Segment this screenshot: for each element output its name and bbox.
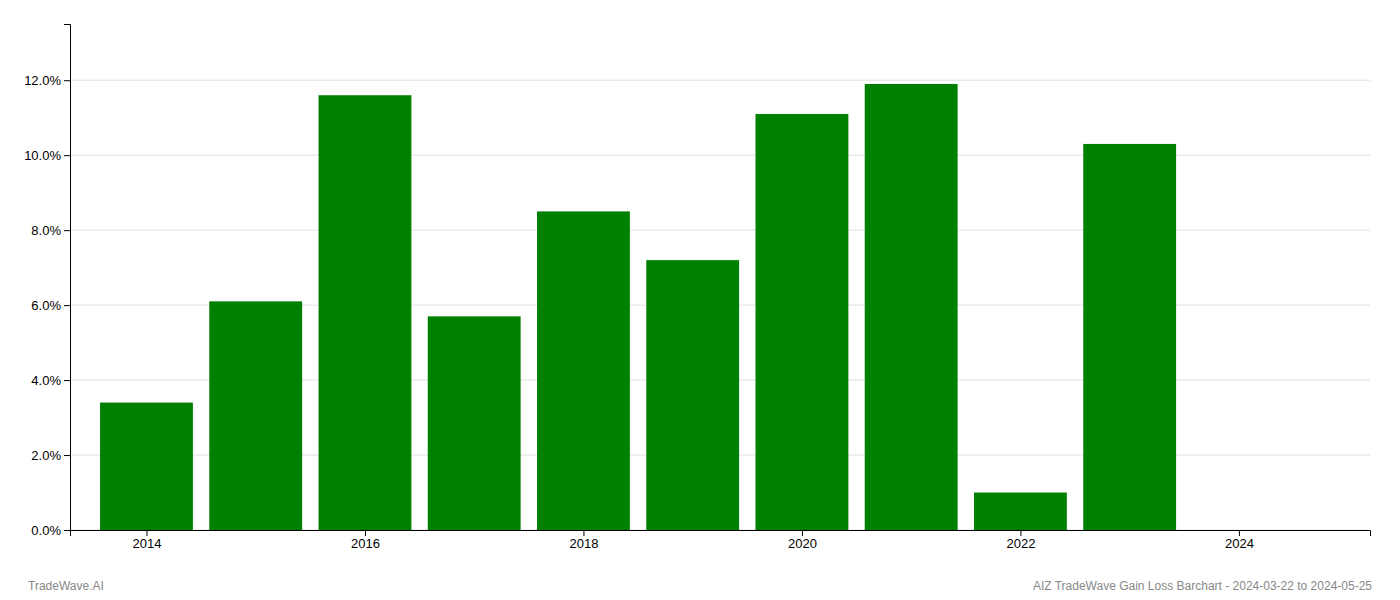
x-tick-mark (583, 530, 584, 536)
y-tick-mark (64, 155, 70, 156)
y-tick-mark (64, 305, 70, 306)
x-tick: 2022 (1006, 530, 1035, 551)
footer: AIZ TradeWave Gain Loss Barchart - 2024-… (1033, 579, 1372, 593)
y-tick: 10.0% (24, 148, 70, 163)
x-tick-label: 2018 (569, 536, 598, 551)
grid (70, 80, 1370, 530)
y-tick: 6.0% (31, 298, 70, 313)
x-tick: 2016 (351, 530, 380, 551)
y-tick: 2.0% (31, 448, 70, 463)
y-tick: 12.0% (24, 73, 70, 88)
y-tick-mark (64, 455, 70, 456)
x-tick-mark (802, 530, 803, 536)
bar (974, 493, 1067, 530)
bar (756, 114, 849, 530)
y-tick-label: 12.0% (24, 73, 61, 88)
chart: 2014 2016 2018 2020 2022 2024 0.0% 2.0% 4.0% 6.0%… (0, 0, 1400, 600)
bar (428, 316, 521, 530)
x-tick-mark (1239, 530, 1240, 536)
bars (100, 84, 1176, 530)
x-axis-line (71, 531, 1371, 537)
y-tick-label: 0.0% (31, 523, 61, 538)
x-tick-mark (365, 530, 366, 536)
bar (319, 95, 412, 530)
footer: TradeWave.AI (28, 579, 104, 593)
y-axis: 0.0% 2.0% 4.0% 6.0% 8.0% 10.0% 12.0% (24, 25, 70, 538)
y-tick-label: 4.0% (31, 373, 61, 388)
y-tick: 0.0% (31, 523, 70, 538)
bar (537, 211, 630, 530)
x-tick-label: 2014 (133, 536, 162, 551)
x-tick-label: 2022 (1006, 536, 1035, 551)
y-tick: 8.0% (31, 223, 70, 238)
x-tick: 2024 (1225, 530, 1254, 551)
plot: 2014 2016 2018 2020 2022 2024 0.0% 2.0% 4.0% 6.0%… (24, 25, 1370, 552)
x-axis: 2014 2016 2018 2020 2022 2024 (71, 530, 1371, 551)
y-tick-mark (64, 230, 70, 231)
bar (100, 403, 193, 530)
y-tick-mark (64, 530, 70, 531)
y-axis-line (64, 25, 71, 531)
bar (209, 301, 302, 530)
y-tick-label: 6.0% (31, 298, 61, 313)
bar (646, 260, 739, 530)
x-tick-label: 2016 (351, 536, 380, 551)
x-tick: 2020 (788, 530, 817, 551)
x-tick-label: 2024 (1225, 536, 1254, 551)
x-tick-mark (146, 530, 147, 536)
y-tick-label: 2.0% (31, 448, 61, 463)
bar (865, 84, 958, 530)
grid-line (70, 80, 1370, 81)
x-tick-mark (1020, 530, 1021, 536)
bar (1083, 144, 1176, 530)
y-tick-mark (64, 380, 70, 381)
x-tick: 2014 (133, 530, 162, 551)
y-tick: 4.0% (31, 373, 70, 388)
y-tick-label: 8.0% (31, 223, 61, 238)
y-tick-mark (64, 80, 70, 81)
y-tick-label: 10.0% (24, 148, 61, 163)
annotations: TradeWave.AI AIZ TradeWave Gain Loss Barc… (28, 579, 1372, 593)
x-tick-label: 2020 (788, 536, 817, 551)
x-tick: 2018 (569, 530, 598, 551)
